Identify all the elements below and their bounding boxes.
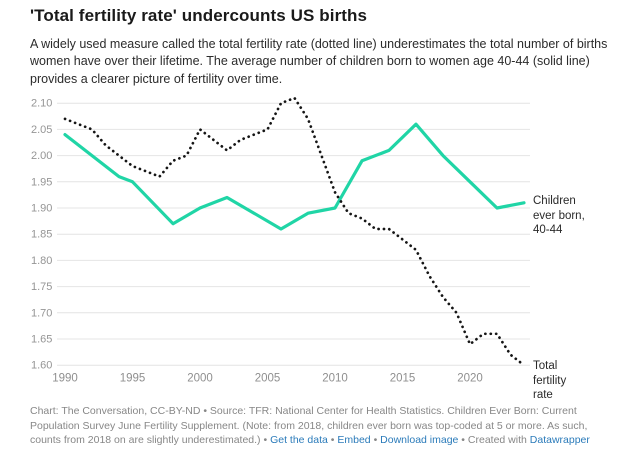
chart-title: 'Total fertility rate' undercounts US bi… xyxy=(30,6,368,25)
footer-separator: • Created with xyxy=(458,434,530,447)
footer-separator: • xyxy=(260,434,271,447)
y-tick-label: 1.95 xyxy=(31,176,52,188)
x-tick-label: 2000 xyxy=(187,373,213,385)
x-tick-label: 1990 xyxy=(52,373,78,385)
y-tick-label: 2.00 xyxy=(31,150,52,162)
y-tick-label: 1.70 xyxy=(31,307,52,319)
x-tick-label: 2005 xyxy=(255,373,281,385)
datawrapper-link[interactable]: Datawrapper xyxy=(529,434,590,447)
y-tick-label: 1.85 xyxy=(31,229,52,241)
x-tick-label: 2020 xyxy=(457,373,483,385)
download-image-link[interactable]: Download image xyxy=(380,434,459,447)
footer-separator: • xyxy=(327,434,338,447)
get-the-data-link[interactable]: Get the data xyxy=(270,434,328,447)
y-tick-label: 2.05 xyxy=(31,124,52,136)
embed-link[interactable]: Embed xyxy=(337,434,371,447)
label-children-ever-born: Children ever born, 40-44 xyxy=(533,195,585,237)
x-tick-label: 1995 xyxy=(120,373,146,385)
chart-description: A widely used measure called the total f… xyxy=(30,37,608,86)
y-tick-label: 1.75 xyxy=(31,281,52,293)
total-fertility-rate-line xyxy=(63,96,526,367)
footer-separator: • xyxy=(370,434,381,447)
footer-credit-text: Chart: The Conversation, CC-BY-ND • Sour… xyxy=(30,405,588,447)
y-tick-label: 2.10 xyxy=(31,98,52,110)
label-total-fertility-rate: Total fertility rate xyxy=(533,360,567,402)
y-tick-label: 1.90 xyxy=(31,203,52,215)
x-tick-label: 2015 xyxy=(390,373,416,385)
y-tick-label: 1.60 xyxy=(31,360,52,372)
x-tick-label: 2010 xyxy=(322,373,348,385)
y-tick-label: 1.65 xyxy=(31,334,52,346)
children-ever-born-line xyxy=(63,122,526,231)
chart-footer: Chart: The Conversation, CC-BY-ND • Sour… xyxy=(30,404,616,448)
y-tick-label: 1.80 xyxy=(31,255,52,267)
